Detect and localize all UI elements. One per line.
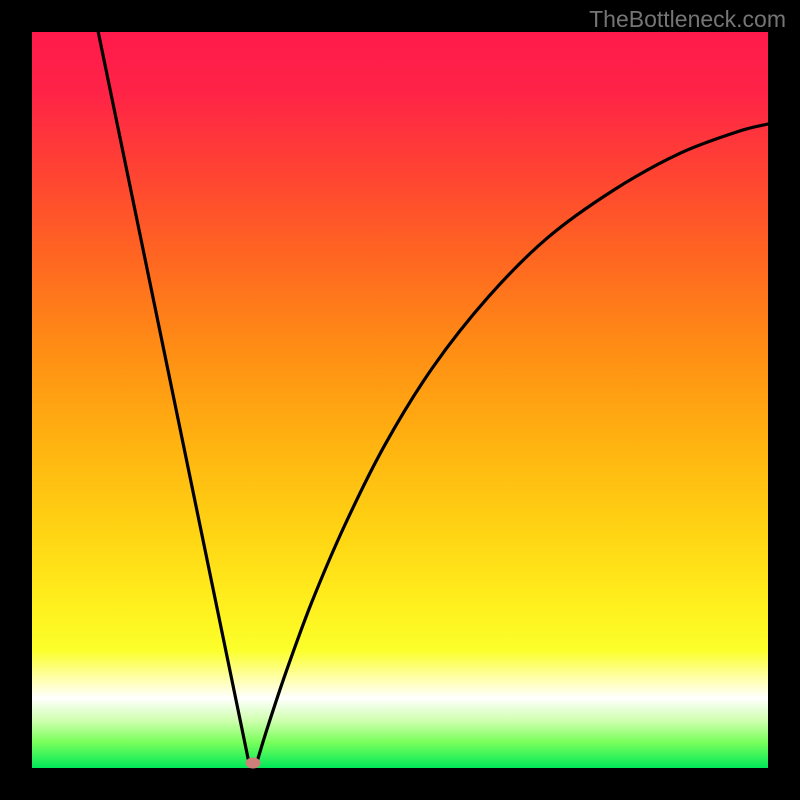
chart-frame: TheBottleneck.com [0,0,800,800]
minimum-marker [245,757,260,768]
bottleneck-curve [32,32,768,768]
plot-area [32,32,768,768]
watermark-text: TheBottleneck.com [589,6,786,33]
curve-right-branch [256,124,768,764]
curve-left-branch [98,32,249,764]
